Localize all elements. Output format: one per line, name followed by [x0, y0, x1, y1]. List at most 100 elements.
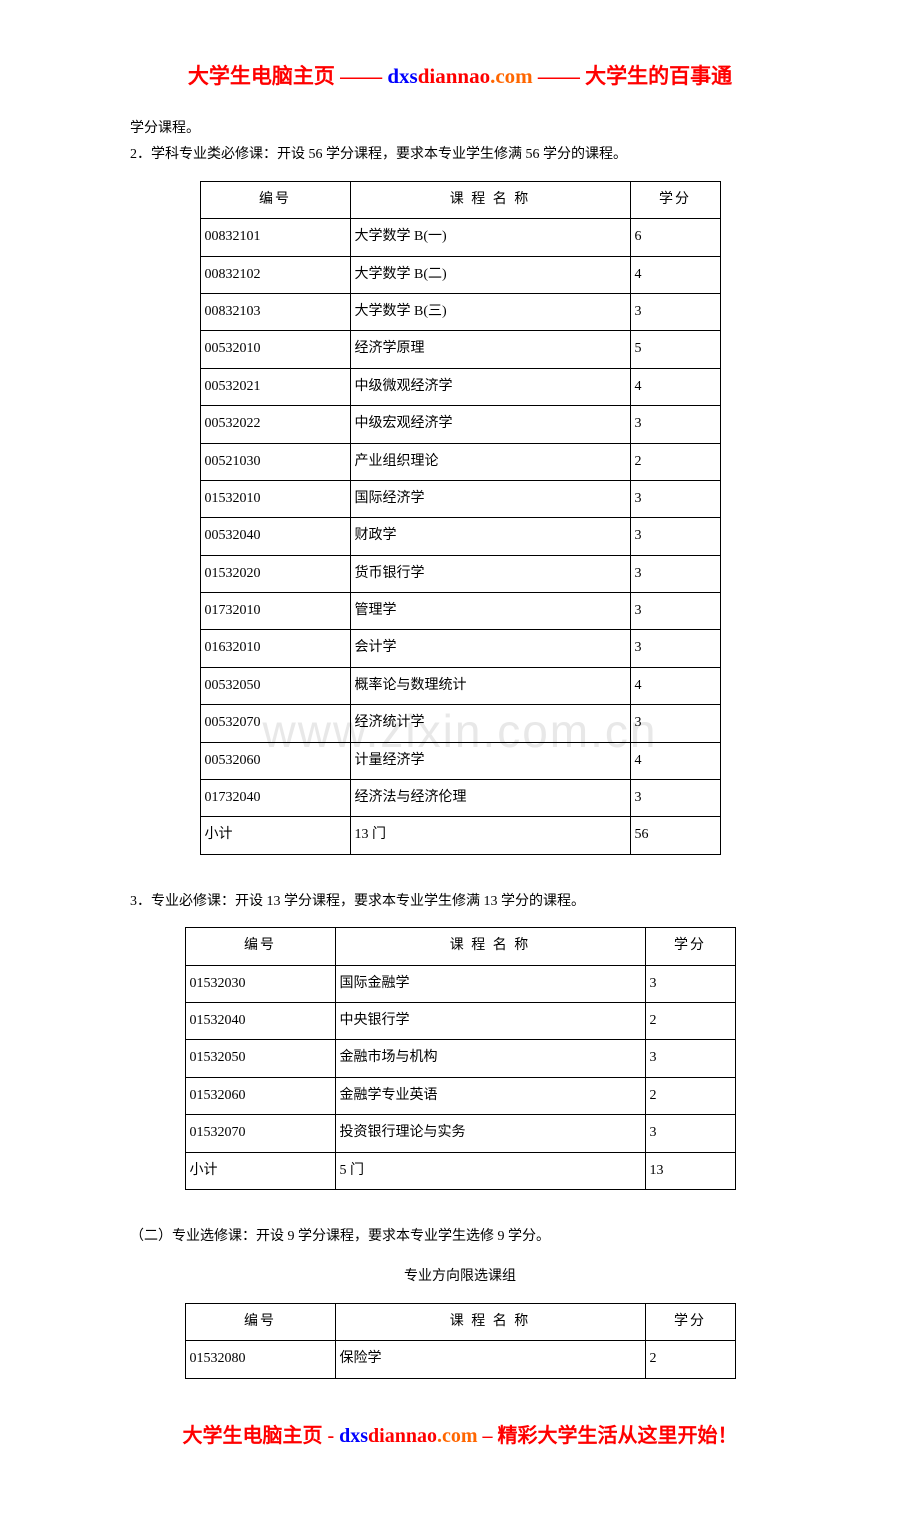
subtotal-count: 13 门	[350, 817, 630, 854]
cell-credit: 3	[645, 1115, 735, 1152]
cell-name: 财政学	[350, 518, 630, 555]
table-row: 01532040中央银行学2	[185, 1002, 735, 1039]
cell-name: 大学数学 B(三)	[350, 293, 630, 330]
header-name: 课 程 名 称	[335, 928, 645, 965]
cell-credit: 2	[630, 443, 720, 480]
header-text-1: 大学生电脑主页	[188, 64, 340, 88]
cell-credit: 4	[630, 742, 720, 779]
subtotal-count: 5 门	[335, 1152, 645, 1189]
cell-credit: 3	[645, 965, 735, 1002]
footer-domain-suffix: .com	[437, 1425, 478, 1447]
cell-name: 产业组织理论	[350, 443, 630, 480]
cell-credit: 2	[645, 1341, 735, 1378]
header-text-2: 大学生的百事通	[585, 64, 732, 88]
cell-id: 01532020	[200, 555, 350, 592]
table-row: 00532050概率论与数理统计4	[200, 667, 720, 704]
body-line-2: 2．学科专业类必修课：开设 56 学分课程，要求本专业学生修满 56 学分的课程…	[130, 144, 790, 166]
cell-id: 01632010	[200, 630, 350, 667]
table-subtotal-row: 小计13 门56	[200, 817, 720, 854]
cell-credit: 4	[630, 667, 720, 704]
table-header-row: 编号 课 程 名 称 学分	[185, 1303, 735, 1340]
cell-credit: 3	[630, 480, 720, 517]
cell-id: 01532070	[185, 1115, 335, 1152]
cell-credit: 6	[630, 219, 720, 256]
cell-id: 00521030	[200, 443, 350, 480]
cell-credit: 3	[630, 780, 720, 817]
header-credit: 学分	[630, 181, 720, 218]
document-body: 学分课程。 2．学科专业类必修课：开设 56 学分课程，要求本专业学生修满 56…	[0, 118, 920, 1379]
subtotal-credit: 56	[630, 817, 720, 854]
header-name: 课 程 名 称	[350, 181, 630, 218]
cell-credit: 2	[645, 1077, 735, 1114]
table-row: 01532060金融学专业英语2	[185, 1077, 735, 1114]
cell-name: 国际经济学	[350, 480, 630, 517]
cell-credit: 3	[645, 1040, 735, 1077]
cell-credit: 4	[630, 256, 720, 293]
cell-name: 中级微观经济学	[350, 368, 630, 405]
cell-credit: 3	[630, 705, 720, 742]
table-subtotal-row: 小计5 门13	[185, 1152, 735, 1189]
footer-domain-prefix: dxs	[339, 1425, 368, 1447]
cell-credit: 5	[630, 331, 720, 368]
page-footer: 大学生电脑主页 - dxsdiannao.com – 精彩大学生活从这里开始！	[0, 1419, 920, 1448]
footer-dash: -	[327, 1425, 339, 1447]
body-line-1: 学分课程。	[130, 118, 790, 140]
cell-name: 金融市场与机构	[335, 1040, 645, 1077]
cell-id: 01532060	[185, 1077, 335, 1114]
header-domain-mid: diannao	[418, 64, 490, 88]
table-row: 00521030产业组织理论2	[200, 443, 720, 480]
cell-name: 金融学专业英语	[335, 1077, 645, 1114]
cell-credit: 4	[630, 368, 720, 405]
table-row: 01532020货币银行学3	[200, 555, 720, 592]
subtotal-credit: 13	[645, 1152, 735, 1189]
cell-id: 00532070	[200, 705, 350, 742]
table-row: 00532040财政学3	[200, 518, 720, 555]
subtotal-label: 小计	[185, 1152, 335, 1189]
table-row: 01732040经济法与经济伦理3	[200, 780, 720, 817]
body-line-3: 3．专业必修课：开设 13 学分课程，要求本专业学生修满 13 学分的课程。	[130, 891, 790, 913]
cell-name: 货币银行学	[350, 555, 630, 592]
cell-name: 中央银行学	[335, 1002, 645, 1039]
table-row: 00532022中级宏观经济学3	[200, 406, 720, 443]
cell-name: 保险学	[335, 1341, 645, 1378]
cell-id: 01732010	[200, 593, 350, 630]
footer-sep: –	[478, 1425, 498, 1447]
table-row: 00532010经济学原理5	[200, 331, 720, 368]
cell-name: 经济学原理	[350, 331, 630, 368]
footer-text-1: 大学生电脑主页	[182, 1425, 327, 1447]
page-header: 大学生电脑主页 —— dxsdiannao.com —— 大学生的百事通	[0, 60, 920, 90]
table-row: 01532050金融市场与机构3	[185, 1040, 735, 1077]
cell-id: 00532021	[200, 368, 350, 405]
header-credit: 学分	[645, 1303, 735, 1340]
cell-name: 投资银行理论与实务	[335, 1115, 645, 1152]
cell-credit: 3	[630, 406, 720, 443]
table-row: 00832102大学数学 B(二)4	[200, 256, 720, 293]
footer-domain-mid: diannao	[368, 1425, 437, 1447]
cell-name: 大学数学 B(二)	[350, 256, 630, 293]
cell-name: 经济统计学	[350, 705, 630, 742]
cell-name: 计量经济学	[350, 742, 630, 779]
footer-text-2: 精彩大学生活从这里开始！	[498, 1425, 738, 1447]
header-dash-2: ——	[533, 64, 586, 88]
body-line-4: （二）专业选修课：开设 9 学分课程，要求本专业学生选修 9 学分。	[130, 1226, 790, 1248]
cell-id: 00832102	[200, 256, 350, 293]
table-row: 00832101大学数学 B(一)6	[200, 219, 720, 256]
table-row: 01632010会计学3	[200, 630, 720, 667]
cell-id: 00532050	[200, 667, 350, 704]
table-row: 00532070经济统计学3	[200, 705, 720, 742]
table-row: 01532010国际经济学3	[200, 480, 720, 517]
cell-credit: 3	[630, 555, 720, 592]
cell-id: 00832103	[200, 293, 350, 330]
cell-name: 会计学	[350, 630, 630, 667]
cell-name: 管理学	[350, 593, 630, 630]
cell-id: 00832101	[200, 219, 350, 256]
table-row: 01532070投资银行理论与实务3	[185, 1115, 735, 1152]
cell-name: 国际金融学	[335, 965, 645, 1002]
cell-name: 概率论与数理统计	[350, 667, 630, 704]
table-row: 00832103大学数学 B(三)3	[200, 293, 720, 330]
cell-id: 01532030	[185, 965, 335, 1002]
cell-id: 00532010	[200, 331, 350, 368]
table-header-row: 编号 课 程 名 称 学分	[200, 181, 720, 218]
cell-id: 01532080	[185, 1341, 335, 1378]
elective-courses-table: 编号 课 程 名 称 学分 01532080保险学2	[185, 1303, 736, 1379]
